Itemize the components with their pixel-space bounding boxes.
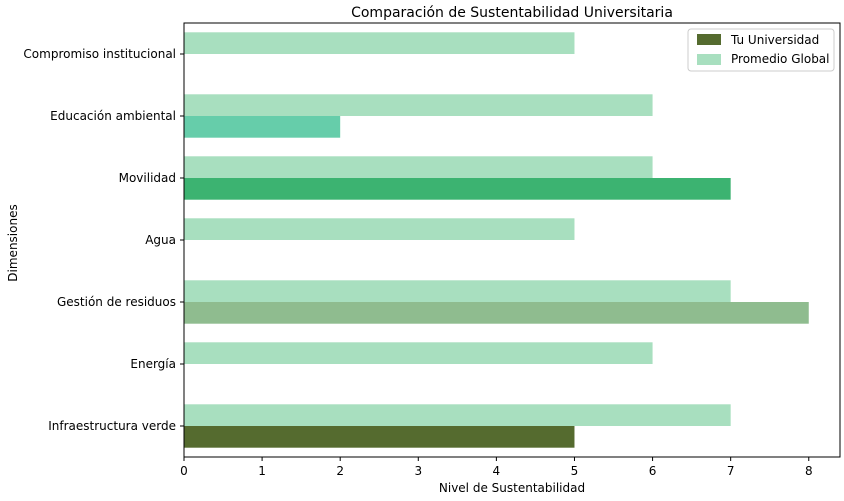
- legend: Tu Universidad Promedio Global: [687, 28, 835, 72]
- bar-tu-universidad-gestion-de-residuos: [184, 302, 809, 324]
- y-tick-label-educacion-ambiental: Educación ambiental: [50, 109, 176, 123]
- bar-tu-universidad-movilidad: [184, 178, 731, 200]
- x-tick-label: 5: [571, 464, 579, 478]
- x-tick-label: 3: [414, 464, 422, 478]
- bar-tu-universidad-educacion-ambiental: [184, 116, 341, 138]
- legend-label-tu-universidad: Tu Universidad: [730, 33, 819, 47]
- y-tick-label-compromiso-institucional: Compromiso institucional: [23, 47, 176, 61]
- bar-promedio-global-educacion-ambiental: [184, 94, 653, 116]
- x-tick-label: 0: [180, 464, 188, 478]
- x-tick-label: 1: [258, 464, 266, 478]
- y-tick-label-energia: Energía: [130, 357, 176, 371]
- bar-promedio-global-gestion-de-residuos: [184, 280, 731, 302]
- bar-promedio-global-movilidad: [184, 156, 653, 178]
- bar-promedio-global-energia: [184, 342, 653, 364]
- x-axis: 0 1 2 3 4 5 6 7 8: [180, 457, 813, 478]
- chart-title: Comparación de Sustentabilidad Universit…: [351, 5, 673, 21]
- y-tick-label-gestion-de-residuos: Gestión de residuos: [57, 295, 176, 309]
- legend-label-promedio-global: Promedio Global: [731, 52, 830, 66]
- x-tick-label: 6: [649, 464, 657, 478]
- x-axis-title: Nivel de Sustentabilidad: [439, 481, 585, 495]
- legend-box: [687, 28, 835, 72]
- x-tick-label: 4: [493, 464, 501, 478]
- bars-layer: [184, 32, 809, 448]
- y-tick-label-agua: Agua: [145, 233, 176, 247]
- y-tick-label-infraestructura-verde: Infraestructura verde: [48, 419, 176, 433]
- y-tick-label-movilidad: Movilidad: [119, 171, 176, 185]
- legend-swatch-promedio-global: [697, 54, 721, 65]
- bar-tu-universidad-infraestructura-verde: [184, 426, 575, 448]
- x-tick-label: 8: [805, 464, 813, 478]
- bar-promedio-global-agua: [184, 218, 575, 240]
- bar-promedio-global-compromiso-institucional: [184, 32, 575, 54]
- y-axis: Infraestructura verde Energía Gestión de r…: [23, 47, 184, 433]
- x-tick-label: 2: [336, 464, 344, 478]
- legend-swatch-tu-universidad: [697, 34, 721, 45]
- bar-promedio-global-infraestructura-verde: [184, 404, 731, 426]
- x-tick-label: 7: [727, 464, 735, 478]
- y-axis-title: Dimensiones: [6, 204, 20, 281]
